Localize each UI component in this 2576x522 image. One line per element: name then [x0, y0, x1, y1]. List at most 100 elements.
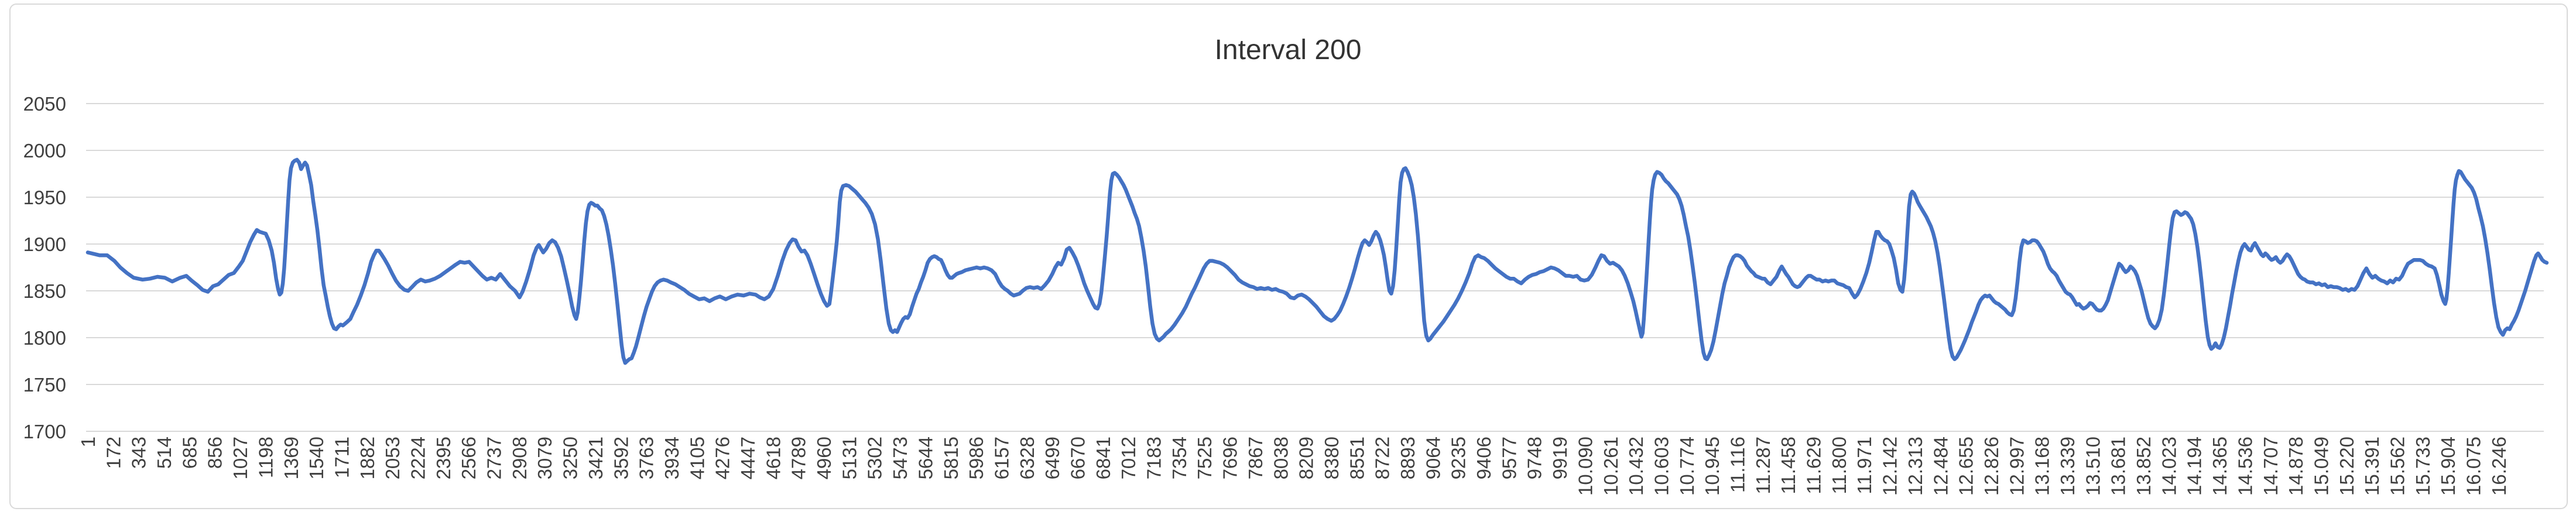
- x-tick-label: 1882: [357, 437, 378, 479]
- x-tick-label: 3592: [610, 437, 632, 479]
- x-tick-label: 7012: [1118, 437, 1139, 479]
- x-tick-label: 2224: [407, 437, 429, 479]
- x-tick-label: 12.655: [1955, 437, 1977, 496]
- x-tick-label: 14.878: [2285, 437, 2307, 496]
- y-axis-labels: 1700 1750 1800 1850 1900 1950 2000 2050: [23, 93, 66, 442]
- x-tick-label: 3079: [534, 437, 556, 479]
- x-tick-label: 172: [102, 437, 124, 469]
- x-tick-label: 1369: [280, 437, 302, 479]
- x-tick-label: 2737: [484, 437, 505, 479]
- data-series-line: [85, 157, 2549, 365]
- x-tick-label: 6328: [1016, 437, 1038, 479]
- x-tick-label: 9577: [1498, 437, 1520, 479]
- x-tick-label: 11.287: [1752, 437, 1774, 494]
- x-tick-label: 7354: [1169, 437, 1190, 479]
- chart-border: [9, 4, 2568, 509]
- x-tick-label: 11.116: [1727, 437, 1749, 493]
- x-tick-label: 5473: [889, 437, 911, 479]
- x-tick-label: 1711: [331, 437, 353, 478]
- x-tick-label: 2566: [458, 437, 479, 479]
- x-tick-label: 514: [153, 437, 175, 469]
- x-tick-label: 8893: [1397, 437, 1419, 479]
- x-tick-label: 11.458: [1777, 437, 1799, 494]
- x-tick-label: 5302: [864, 437, 886, 479]
- x-tick-label: 14.536: [2234, 437, 2256, 496]
- x-tick-label: 12.826: [1981, 437, 2002, 496]
- x-tick-label: 7183: [1143, 437, 1165, 479]
- x-tick-label: 16.246: [2488, 437, 2510, 496]
- x-tick-label: 13.168: [2032, 437, 2053, 496]
- x-tick-label: 2053: [382, 437, 403, 479]
- x-tick-label: 8722: [1372, 437, 1393, 479]
- x-tick-label: 15.049: [2310, 437, 2332, 496]
- x-tick-label: 8380: [1321, 437, 1342, 479]
- x-tick-label: 15.220: [2336, 437, 2358, 496]
- y-tick-label: 2000: [23, 140, 66, 162]
- x-axis-labels: 1 172 343 514 685 856 1027 1198 1369 1540 1711 1882…: [77, 437, 2510, 496]
- x-tick-label: 12.484: [1930, 437, 1951, 496]
- x-tick-label: 1198: [255, 437, 276, 478]
- x-tick-label: 9235: [1448, 437, 1469, 479]
- y-tick-label: 1900: [23, 233, 66, 255]
- x-tick-label: 15.733: [2412, 437, 2434, 496]
- x-tick-label: 4276: [712, 437, 734, 479]
- x-tick-label: 9406: [1473, 437, 1495, 479]
- x-tick-label: 9064: [1422, 437, 1444, 479]
- x-tick-label: 3250: [560, 437, 581, 479]
- x-tick-label: 6157: [991, 437, 1013, 479]
- x-tick-label: 14.194: [2184, 437, 2205, 496]
- y-tick-label: 1700: [23, 421, 66, 442]
- x-tick-label: 11.629: [1803, 437, 1825, 494]
- x-tick-label: 4789: [788, 437, 810, 479]
- x-tick-label: 343: [128, 437, 150, 469]
- x-tick-label: 3421: [585, 437, 607, 479]
- x-tick-label: 10.945: [1701, 437, 1723, 496]
- x-tick-label: 1: [77, 437, 99, 447]
- x-tick-label: 10.432: [1625, 437, 1647, 496]
- x-tick-label: 4447: [737, 437, 759, 479]
- y-tick-label: 1950: [23, 187, 66, 208]
- x-tick-label: 7696: [1220, 437, 1241, 479]
- x-tick-label: 11.971: [1854, 437, 1875, 494]
- x-tick-label: 7867: [1245, 437, 1266, 479]
- x-tick-label: 4105: [686, 437, 708, 479]
- x-tick-label: 11.800: [1828, 437, 1850, 494]
- x-tick-label: 9919: [1549, 437, 1571, 479]
- x-tick-label: 14.023: [2158, 437, 2180, 496]
- x-tick-label: 13.852: [2133, 437, 2154, 496]
- chart-title: Interval 200: [1214, 35, 1362, 66]
- x-tick-label: 856: [204, 437, 226, 469]
- x-tick-label: 7525: [1194, 437, 1215, 479]
- x-tick-label: 4618: [762, 437, 784, 479]
- x-tick-label: 6670: [1067, 437, 1089, 479]
- x-tick-label: 10.090: [1574, 437, 1596, 496]
- y-tick-label: 1850: [23, 280, 66, 302]
- x-tick-label: 14.365: [2209, 437, 2231, 496]
- y-tick-label: 1800: [23, 327, 66, 349]
- x-tick-label: 2908: [509, 437, 530, 479]
- x-tick-label: 12.313: [1904, 437, 1926, 496]
- x-tick-label: 14.707: [2260, 437, 2282, 496]
- x-tick-label: 1540: [306, 437, 327, 479]
- x-tick-label: 5986: [965, 437, 987, 479]
- x-tick-label: 1027: [229, 437, 251, 479]
- x-tick-label: 12.142: [1879, 437, 1901, 496]
- y-tick-label: 1750: [23, 374, 66, 396]
- x-tick-label: 13.339: [2057, 437, 2078, 496]
- x-tick-label: 12.997: [2006, 437, 2027, 496]
- x-tick-label: 16.075: [2463, 437, 2485, 496]
- x-tick-label: 9748: [1524, 437, 1546, 479]
- x-tick-label: 8038: [1270, 437, 1292, 479]
- y-tick-label: 2050: [23, 93, 66, 115]
- x-tick-label: 13.510: [2082, 437, 2104, 496]
- x-tick-label: 10.261: [1600, 437, 1622, 496]
- x-tick-label: 5815: [940, 437, 962, 479]
- x-tick-label: 685: [179, 437, 200, 469]
- x-tick-label: 8209: [1296, 437, 1317, 479]
- x-tick-label: 15.391: [2361, 437, 2383, 496]
- x-tick-label: 8551: [1346, 437, 1368, 479]
- x-tick-label: 4960: [813, 437, 835, 479]
- gridlines: [86, 103, 2544, 432]
